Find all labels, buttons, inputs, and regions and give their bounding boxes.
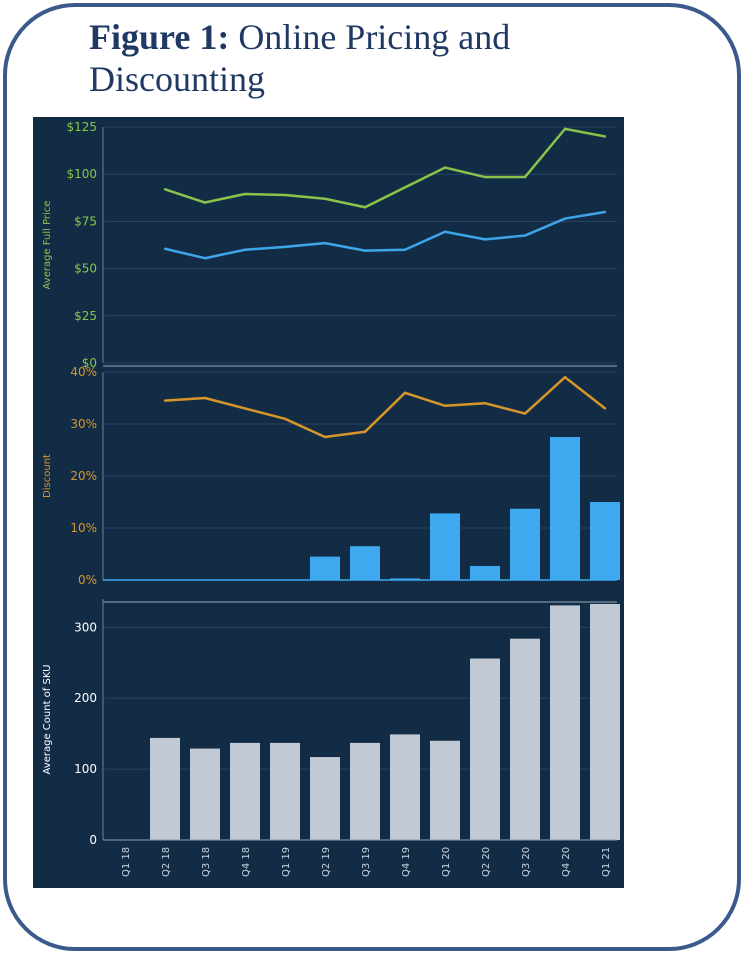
discount-point bbox=[203, 396, 207, 400]
discount-point bbox=[403, 391, 407, 394]
x-tick-label: Q4 19 bbox=[401, 847, 412, 877]
y-tick-label: $125 bbox=[66, 120, 97, 134]
price-point bbox=[283, 245, 287, 249]
sku-bar bbox=[270, 742, 300, 840]
y-tick-label: $25 bbox=[74, 309, 97, 323]
discount-point bbox=[163, 399, 167, 402]
y-tick-label: 0 bbox=[89, 833, 97, 847]
discount-bar bbox=[350, 546, 380, 580]
figure-title: Figure 1: Online Pricing and Discounting bbox=[89, 16, 649, 100]
price-point bbox=[323, 241, 327, 245]
y-axis-label: Average Full Price bbox=[42, 201, 53, 290]
sku-bar bbox=[470, 658, 500, 840]
discount-point bbox=[563, 376, 567, 379]
x-tick-label: Q2 18 bbox=[161, 847, 172, 877]
x-tick-label: Q2 20 bbox=[481, 847, 492, 877]
discount-bar bbox=[470, 565, 500, 580]
price-point bbox=[523, 234, 527, 237]
x-tick-label: Q3 18 bbox=[201, 847, 212, 877]
price-point bbox=[243, 248, 247, 251]
discount-point bbox=[323, 435, 327, 439]
x-tick-label: Q1 19 bbox=[281, 847, 292, 877]
discount-bar bbox=[310, 556, 340, 580]
y-tick-label: 0% bbox=[78, 573, 97, 587]
price-point bbox=[363, 249, 367, 252]
price-point bbox=[203, 201, 207, 204]
figure-title-line2: Discounting bbox=[89, 59, 265, 99]
discount-point bbox=[243, 407, 247, 410]
price-point bbox=[563, 217, 567, 220]
y-tick-label: 100 bbox=[74, 762, 97, 776]
discount-bar bbox=[390, 578, 420, 580]
y-axis-label: Discount bbox=[42, 454, 53, 498]
y-tick-label: $100 bbox=[66, 167, 97, 181]
price-point bbox=[203, 257, 207, 260]
price-point bbox=[483, 175, 487, 179]
price-point bbox=[403, 248, 407, 251]
y-tick-label: 40% bbox=[70, 365, 97, 379]
price-point bbox=[403, 186, 407, 189]
price-point bbox=[603, 210, 607, 214]
discount-point bbox=[283, 417, 287, 420]
discount-point bbox=[363, 430, 367, 433]
x-tick-label: Q1 18 bbox=[121, 847, 132, 877]
sku-bar bbox=[390, 734, 420, 840]
discount-point bbox=[483, 402, 487, 405]
y-tick-label: 200 bbox=[74, 691, 97, 705]
price-point bbox=[323, 197, 327, 200]
x-tick-label: Q3 19 bbox=[361, 847, 372, 877]
discount-point bbox=[443, 404, 447, 407]
y-tick-label: 300 bbox=[74, 620, 97, 634]
discount-bar bbox=[550, 437, 580, 580]
x-tick-label: Q3 20 bbox=[521, 847, 532, 877]
price-point bbox=[443, 166, 447, 169]
price-point bbox=[283, 193, 287, 197]
discount-series-line bbox=[164, 375, 606, 439]
sku-bar bbox=[350, 742, 380, 840]
x-tick-label: Q1 20 bbox=[441, 847, 452, 877]
sku-bar bbox=[510, 638, 540, 840]
sku-bar bbox=[430, 740, 460, 840]
price-point bbox=[443, 230, 447, 233]
discount-bar bbox=[430, 513, 460, 580]
y-tick-label: $75 bbox=[74, 214, 97, 228]
sku-bar bbox=[230, 742, 260, 840]
sku-bar bbox=[150, 737, 180, 840]
x-tick-label: Q2 19 bbox=[321, 847, 332, 877]
x-tick-label: Q4 20 bbox=[561, 847, 572, 877]
y-tick-label: 20% bbox=[70, 469, 97, 483]
price-point bbox=[563, 127, 567, 131]
price-series-line bbox=[164, 127, 606, 209]
price-point bbox=[483, 238, 487, 241]
chart-svg: $0 $25 $50 $75 $100 $125 Average Full Price 0% 1… bbox=[42, 120, 620, 877]
price-point bbox=[603, 135, 607, 138]
x-tick-label: Q4 18 bbox=[241, 847, 252, 877]
discount-bar bbox=[590, 502, 620, 580]
y-tick-label: 10% bbox=[70, 521, 97, 535]
figure-title-label: Figure 1: bbox=[89, 17, 230, 57]
price-point bbox=[523, 175, 527, 179]
chart-panel: $0 $25 $50 $75 $100 $125 Average Full Price 0% 1… bbox=[33, 117, 624, 888]
sku-bar bbox=[590, 603, 620, 840]
discount-point bbox=[523, 412, 527, 415]
sku-bar bbox=[190, 748, 220, 840]
price-point bbox=[163, 188, 167, 191]
price-point bbox=[243, 192, 247, 196]
figure-title-text: Online Pricing and bbox=[229, 17, 511, 57]
y-tick-label: $50 bbox=[74, 262, 97, 276]
y-tick-label: $0 bbox=[82, 356, 97, 370]
price-series-line bbox=[164, 210, 606, 260]
y-tick-label: 30% bbox=[70, 417, 97, 431]
discount-point bbox=[603, 407, 607, 410]
price-point bbox=[163, 247, 167, 250]
sku-bar bbox=[310, 757, 340, 840]
discount-bar bbox=[510, 508, 540, 580]
x-tick-label: Q1 21 bbox=[601, 847, 612, 877]
sku-bar bbox=[550, 605, 580, 840]
price-point bbox=[363, 206, 367, 209]
y-axis-label: Average Count of SKU bbox=[42, 665, 53, 775]
